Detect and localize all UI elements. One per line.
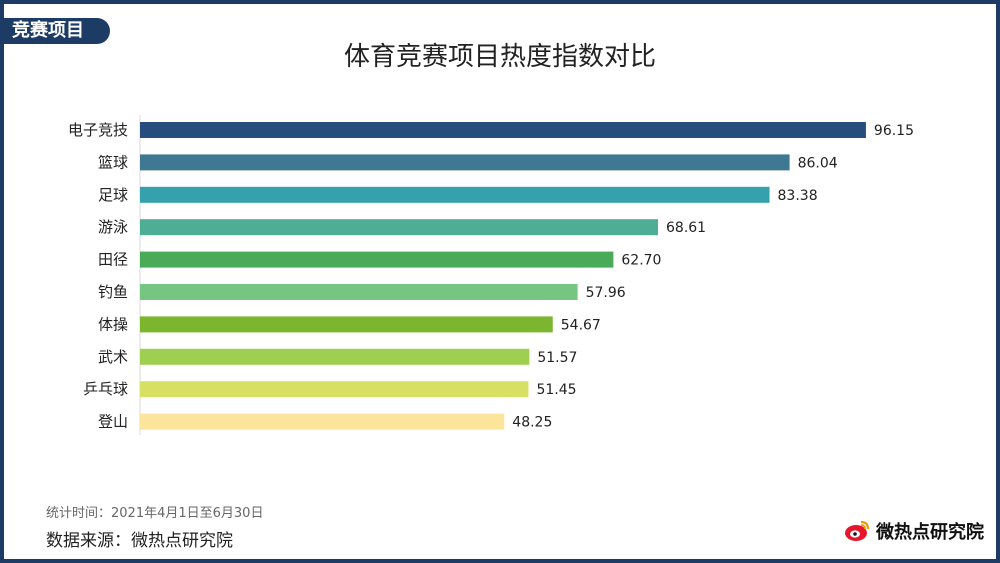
category-label: 武术 xyxy=(98,348,128,366)
bar xyxy=(140,186,770,203)
bar xyxy=(140,316,553,333)
section-tag: 竞赛项目 xyxy=(0,18,110,44)
data-label: 54.67 xyxy=(561,317,601,333)
data-label: 62.70 xyxy=(621,253,661,269)
category-label: 游泳 xyxy=(98,218,128,236)
bar xyxy=(140,219,659,236)
bar xyxy=(140,348,530,365)
data-label: 57.96 xyxy=(586,285,626,301)
bar xyxy=(140,154,790,171)
category-label: 篮球 xyxy=(98,153,128,171)
weibo-eye-icon xyxy=(845,520,870,541)
data-label: 51.45 xyxy=(536,382,576,398)
category-label: 体操 xyxy=(98,315,128,333)
bar xyxy=(140,381,529,398)
category-label: 田径 xyxy=(98,251,128,269)
category-label: 电子竞技 xyxy=(68,121,128,139)
data-label: 86.04 xyxy=(798,155,838,171)
category-label: 登山 xyxy=(98,413,128,431)
bar xyxy=(140,284,578,300)
logo-text: 微热点研究院 xyxy=(876,522,984,543)
bar xyxy=(140,413,505,430)
data-label: 48.25 xyxy=(512,415,552,431)
data-label: 96.15 xyxy=(874,123,914,139)
bar xyxy=(140,251,614,268)
brand-logo: 微热点研究院 xyxy=(844,518,984,544)
data-label: 68.61 xyxy=(666,220,706,236)
category-label: 乒乓球 xyxy=(83,380,128,398)
bar xyxy=(140,122,866,138)
period-note: 统计时间：2021年4月1日至6月30日 xyxy=(46,506,264,521)
chart-title: 体育竞赛项目热度指数对比 xyxy=(343,42,656,72)
data-label: 51.57 xyxy=(537,350,577,366)
data-label: 83.38 xyxy=(778,188,818,204)
category-label: 足球 xyxy=(98,186,128,204)
source-note: 数据来源：微热点研究院 xyxy=(46,531,233,551)
category-label: 钓鱼 xyxy=(98,283,128,301)
bar-chart: 电子竞技 96.15 篮球 86.04 足球 83.38 游泳 68.61 田径 62.70 钓鱼 5… xyxy=(68,115,914,435)
